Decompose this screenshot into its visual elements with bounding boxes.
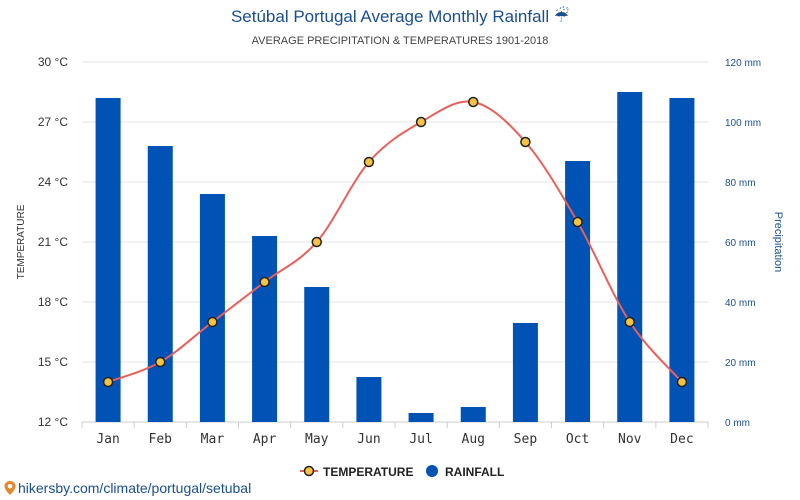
x-tick-label: Apr [253,432,277,447]
rain-bar [669,98,695,422]
temperature-point [155,356,166,368]
y-tick-label: 24 °C [38,175,68,189]
rain-bar [408,413,434,422]
legend-rainfall-marker [426,465,438,477]
location-pin-icon [4,481,16,495]
y2-axis-title: Precipitation [772,212,784,273]
rain-bar [95,98,121,422]
y2-tick-label: 100 mm [725,118,761,129]
y2-tick-label: 40 mm [725,298,756,309]
y-tick-label: 21 °C [38,235,68,249]
temperature-point [415,116,427,128]
rain-bar [304,287,330,422]
x-tick-label: Feb [149,432,173,447]
rain-bar [356,377,382,422]
x-tick-label: Dec [670,432,693,447]
temperature-point [102,376,114,388]
chart-subtitle: AVERAGE PRECIPITATION & TEMPERATURES 190… [251,35,549,47]
source-watermark[interactable]: hikersby.com/climate/portugal/setubal [3,480,251,496]
x-tick-label: Aug [462,432,485,447]
y-axis-title: TEMPERATURE [16,204,27,279]
temperature-point [207,316,218,328]
rain-bar [617,92,643,422]
y2-tick-label: 20 mm [725,358,756,369]
temperature-point [363,156,375,168]
watermark-link[interactable]: hikersby.com/climate/portugal/setubal [18,480,252,496]
rain-bar [199,194,225,422]
y2-tick-label: 60 mm [725,238,756,249]
x-tick-label: May [305,432,329,447]
temperature-point [311,236,322,248]
y-tick-label: 30 °C [38,55,68,69]
temperature-point [468,96,479,108]
temperature-point [676,376,688,388]
y2-tick-label: 0 mm [725,418,750,429]
y-tick-label: 18 °C [38,295,68,309]
x-tick-label: Mar [201,432,225,447]
legend-rainfall-label: RAINFALL [445,465,504,479]
y-tick-label: 27 °C [38,115,68,129]
x-tick-label: Jun [357,432,380,447]
chart-title: Setúbal Portugal Average Monthly Rainfal… [230,7,570,26]
rain-bar [460,407,486,422]
y-tick-label: 15 °C [38,355,68,369]
temperature-point [572,216,583,228]
rain-bar [512,323,538,422]
legend-temperature-marker [303,465,315,477]
x-tick-label: Jul [409,432,432,447]
rain-bar [252,236,278,422]
temperature-point [624,316,635,328]
x-tick-label: Jan [96,432,119,447]
rain-bar [565,161,591,422]
x-tick-label: Sep [514,432,538,447]
y-tick-label: 12 °C [38,415,68,429]
x-tick-label: Oct [566,432,589,447]
rain-bar [147,146,173,422]
legend-temperature-label: TEMPERATURE [323,465,413,479]
temperature-point [259,276,270,288]
x-tick-label: Nov [618,432,642,447]
y2-tick-label: 120 mm [725,58,761,69]
temperature-point [520,136,531,148]
y2-tick-label: 80 mm [725,178,756,189]
